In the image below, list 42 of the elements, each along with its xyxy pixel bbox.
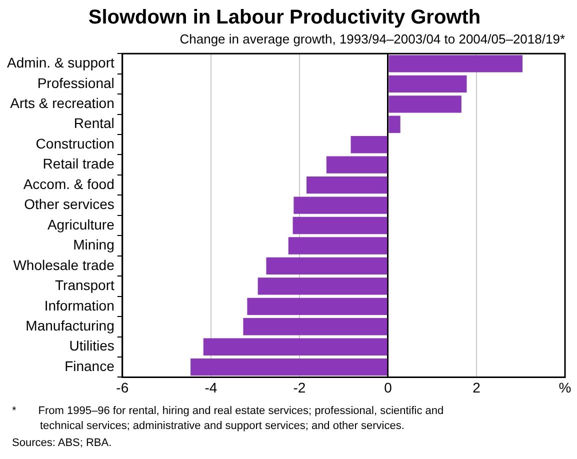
y-tick-label: Arts & recreation [10, 95, 114, 112]
chart-subtitle: Change in average growth, 1993/94–2003/04 to 2004/05–2018/19* [180, 31, 565, 46]
bar [266, 257, 388, 275]
text: * From 1995–96 for rental, hiring and real estate services; professional, scientific and technical services; administrative and support services; and other services. [12, 404, 445, 434]
source-note: Sources: ABS; RBA. [12, 436, 113, 451]
y-tick-label: Construction [36, 135, 114, 152]
y-tick-label: Utilities [69, 338, 114, 354]
y-tick-label: Professional [37, 74, 114, 91]
chart-title: Slowdown in Labour Productivity Growth [88, 6, 481, 29]
bar [294, 196, 388, 214]
y-tick-label: Mining [73, 236, 114, 253]
x-tick-label: -2 [293, 379, 306, 396]
bar [190, 358, 388, 376]
y-tick-label: Retail trade [42, 156, 115, 172]
y-tick-label: Admin. & support [6, 54, 114, 71]
x-tick-label: 0 [384, 379, 392, 396]
bar [288, 237, 388, 254]
bar [203, 338, 388, 356]
y-tick-label: Accom. & food [23, 176, 114, 192]
x-tick-label: -4 [204, 379, 218, 396]
x-tick-label: % [558, 379, 572, 396]
y-tick-label: Finance [64, 358, 115, 374]
bar [388, 96, 462, 113]
bar [243, 318, 388, 336]
y-tick-label: Transport [54, 277, 114, 294]
bar [388, 75, 467, 93]
x-tick-label: -6 [116, 379, 129, 396]
y-tick-label: Wholesale trade [13, 256, 115, 273]
bar [258, 278, 388, 295]
bar [388, 55, 523, 72]
y-tick-label: Manufacturing [26, 317, 114, 334]
bar [292, 216, 388, 234]
y-tick-label: Agriculture [47, 216, 115, 232]
y-tick-label: Information [44, 297, 114, 314]
x-tick-label: 2 [472, 379, 481, 396]
y-tick-label: Rental [74, 115, 114, 132]
bar [326, 156, 388, 174]
bar [350, 136, 388, 154]
bar [306, 176, 388, 194]
bar [247, 298, 388, 316]
bar [388, 116, 400, 133]
y-tick-label: Other services [24, 196, 114, 212]
